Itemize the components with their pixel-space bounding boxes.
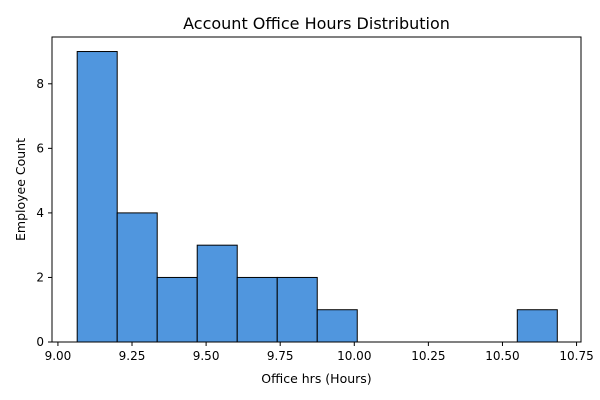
- bars-layer: [76, 51, 558, 343]
- histogram-bar-6: [276, 276, 318, 343]
- x-tick-label: 10.00: [337, 349, 371, 363]
- x-tick-label: 9.75: [267, 349, 294, 363]
- x-tick-label: 9.00: [45, 349, 72, 363]
- histogram-bar-12: [516, 309, 558, 343]
- chart-title: Account Office Hours Distribution: [183, 14, 450, 33]
- y-tick-label: 8: [36, 77, 44, 91]
- y-tick-label: 4: [36, 206, 44, 220]
- histogram-bar-5: [236, 276, 278, 343]
- x-tick-label: 9.50: [193, 349, 220, 363]
- y-tick-label: 6: [36, 141, 44, 155]
- histogram-bar-7: [316, 309, 358, 343]
- x-tick-label: 10.75: [559, 349, 593, 363]
- y-tick-label: 2: [36, 270, 44, 284]
- y-axis-label: Employee Count: [13, 138, 28, 241]
- x-tick-label: 9.25: [119, 349, 146, 363]
- plot-area-frame: [51, 36, 582, 343]
- histogram-bar-1: [76, 51, 118, 343]
- ticks-layer: 9.00 9.25 9.50 9.75 10.00 10.25 10.50 10.75 0 2 4 6…: [36, 77, 593, 363]
- histogram-bar-3: [156, 276, 198, 343]
- y-tick-label: 0: [36, 335, 44, 349]
- x-axis-label: Office hrs (Hours): [261, 371, 371, 386]
- histogram-bar-2: [116, 212, 158, 343]
- histogram-bar-4: [196, 244, 238, 343]
- x-tick-label: 10.50: [485, 349, 519, 363]
- x-tick-label: 10.25: [411, 349, 445, 363]
